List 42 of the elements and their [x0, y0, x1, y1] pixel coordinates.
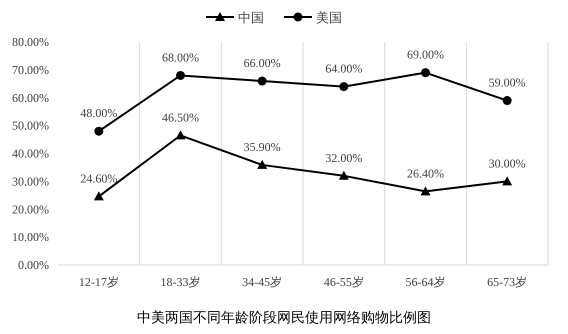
y-tick-label: 40.00% [12, 146, 49, 160]
legend-label: 中国 [238, 11, 264, 26]
point [257, 160, 268, 169]
point [339, 82, 348, 92]
point [258, 76, 267, 86]
y-tick-label: 30.00% [12, 174, 49, 188]
point [420, 186, 430, 196]
data-label: 48.00% [80, 106, 118, 120]
x-tick-label: 34-45岁 [242, 275, 282, 289]
point [502, 96, 512, 106]
data-label: 64.00% [325, 62, 362, 76]
y-tick-label: 10.00% [12, 230, 49, 244]
data-label: 24.60% [80, 171, 118, 186]
point [176, 130, 186, 140]
data-label: 59.00% [488, 76, 526, 90]
data-label: 68.00% [162, 50, 199, 64]
text: 中美两国不同年龄阶段网民使用网络购物比例图 [137, 310, 431, 326]
y-tick-label: 20.00% [12, 202, 49, 216]
x-tick-label: 46-55岁 [324, 275, 364, 289]
legend-label: 美国 [316, 10, 342, 26]
y-tick-label: 80.00% [12, 35, 49, 49]
data-label: 32.00% [325, 150, 362, 165]
x-tick-label: 18-33岁 [160, 275, 200, 289]
data-label: 66.00% [244, 56, 281, 70]
x-tick-label: 12-17岁 [78, 275, 119, 289]
point [94, 126, 104, 136]
data-label: 35.90% [244, 140, 281, 154]
point [176, 70, 185, 80]
y-tick-label: 60.00% [12, 90, 49, 105]
x-tick-label: 65-73岁 [487, 275, 528, 289]
point [502, 176, 512, 186]
y-tick-label: 50.00% [12, 118, 49, 133]
x-tick-label: 56-64岁 [406, 275, 446, 289]
point [338, 170, 349, 180]
data-label: 69.00% [407, 48, 444, 62]
data-label: 26.40% [407, 166, 444, 180]
data-label: 30.00% [488, 156, 526, 170]
point [94, 191, 104, 200]
data-label: 46.50% [162, 110, 199, 124]
y-tick-label: 0.00% [18, 258, 49, 272]
y-tick-label: 70.00% [12, 62, 49, 77]
point [421, 68, 430, 78]
